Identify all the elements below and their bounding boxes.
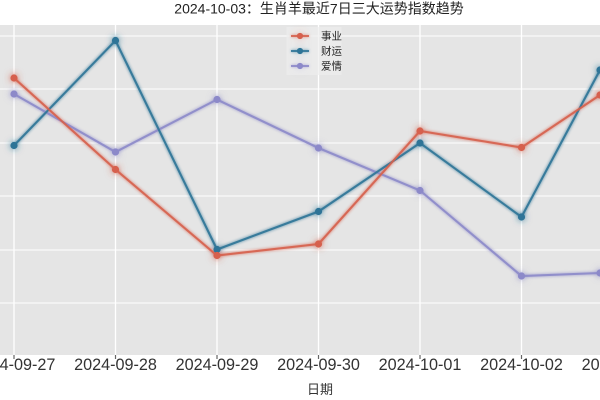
svg-text:事业: 事业 <box>321 30 342 43</box>
svg-text:2024-10-01: 2024-10-01 <box>379 356 462 374</box>
svg-text:2024-10-02: 2024-10-02 <box>480 356 563 374</box>
svg-text:财运: 财运 <box>321 45 342 58</box>
svg-text:2024-09-30: 2024-09-30 <box>277 356 360 374</box>
svg-text:2024-09-27: 2024-09-27 <box>0 356 55 374</box>
svg-text:爱情: 爱情 <box>321 60 342 73</box>
svg-text:2024-09-29: 2024-09-29 <box>176 356 259 374</box>
svg-text:2024-10-03：生肖羊最近7日三大运势指数趋势: 2024-10-03：生肖羊最近7日三大运势指数趋势 <box>174 1 463 17</box>
svg-text:日期: 日期 <box>307 382 333 397</box>
svg-text:2024-10-03: 2024-10-03 <box>582 356 600 374</box>
svg-text:2024-09-28: 2024-09-28 <box>74 356 157 374</box>
